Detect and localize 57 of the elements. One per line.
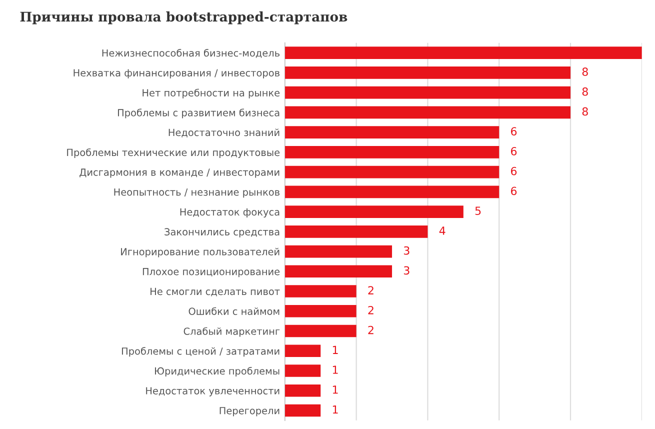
data-label: 6 bbox=[510, 127, 517, 136]
bar bbox=[284, 265, 392, 278]
data-label: 8 bbox=[582, 68, 588, 76]
y-tick-label: Неопытность / незнание рынков bbox=[114, 188, 280, 198]
data-label: 1 bbox=[332, 366, 338, 374]
bar bbox=[284, 384, 321, 397]
bar bbox=[284, 226, 428, 238]
bar bbox=[284, 364, 321, 377]
bar bbox=[284, 66, 571, 79]
data-label: 3 bbox=[404, 246, 410, 255]
y-tick-label: Плохое позиционирование bbox=[142, 268, 280, 278]
data-label: 6 bbox=[510, 186, 517, 196]
bar bbox=[284, 126, 500, 138]
data-label: 4 bbox=[439, 226, 446, 235]
bar bbox=[284, 106, 571, 119]
y-tick-label: Нехватка финансирования / инвесторов bbox=[74, 69, 280, 78]
y-tick-label: Недостаточно знаний bbox=[168, 128, 280, 138]
data-label: 6 bbox=[510, 147, 517, 156]
data-label: 3 bbox=[404, 266, 410, 275]
data-label: 8 bbox=[582, 87, 588, 96]
bar bbox=[284, 344, 321, 358]
bar bbox=[284, 324, 356, 338]
bar bbox=[284, 285, 356, 298]
y-tick-label: Недостаток фокуса bbox=[180, 208, 280, 218]
bar bbox=[284, 206, 464, 218]
bar bbox=[284, 46, 642, 59]
bar bbox=[284, 166, 500, 178]
data-label: 2 bbox=[368, 286, 374, 294]
chart-title: Причины провала bootstrapped-стартапов bbox=[20, 11, 348, 24]
y-tick-label: Нет потребности на рынке bbox=[142, 88, 280, 98]
bar bbox=[284, 186, 500, 198]
data-label: 2 bbox=[368, 326, 374, 334]
y-tick-label: Перегорели bbox=[220, 407, 280, 416]
bar bbox=[284, 86, 571, 99]
y-tick-label: Не смогли сделать пивот bbox=[150, 288, 280, 296]
y-tick-label: Слабый маркетинг bbox=[184, 327, 280, 337]
y-tick-label: Нежизнеспособная бизнес-модель bbox=[102, 48, 280, 58]
y-tick-label: Проблемы с ценой / затратами bbox=[122, 347, 280, 357]
y-tick-label: Закончились средства bbox=[164, 228, 280, 238]
y-tick-label: Дисгармония в команде / инвесторами bbox=[80, 168, 280, 178]
data-label: 8 bbox=[582, 107, 588, 116]
bar bbox=[284, 404, 321, 417]
y-tick-label: Ошибки с наймом bbox=[188, 307, 280, 315]
bar bbox=[284, 304, 356, 318]
y-tick-label: Юридические проблемы bbox=[155, 366, 280, 377]
y-tick-label: Недостаток увлеченности bbox=[146, 387, 280, 396]
data-label: 1 bbox=[332, 386, 338, 394]
data-label: 1 bbox=[332, 346, 338, 354]
data-label: 5 bbox=[475, 206, 481, 216]
data-label: 1 bbox=[332, 405, 338, 414]
data-label: 2 bbox=[368, 306, 374, 314]
y-tick-label: Проблемы технические или продуктовые bbox=[67, 148, 280, 158]
data-label: 6 bbox=[510, 166, 517, 176]
bar bbox=[284, 245, 392, 258]
bar bbox=[284, 146, 500, 158]
y-tick-label: Игнорирование пользователей bbox=[121, 248, 280, 258]
y-tick-label: Проблемы с развитием бизнеса bbox=[118, 108, 280, 118]
